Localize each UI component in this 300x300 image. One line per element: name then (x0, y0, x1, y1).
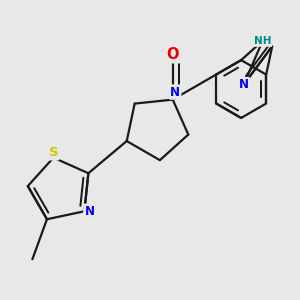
Text: N: N (239, 78, 249, 91)
Text: O: O (167, 47, 179, 62)
Text: NH: NH (254, 36, 272, 46)
Text: N: N (84, 205, 94, 218)
Text: S: S (49, 146, 58, 159)
Text: N: N (170, 85, 180, 99)
